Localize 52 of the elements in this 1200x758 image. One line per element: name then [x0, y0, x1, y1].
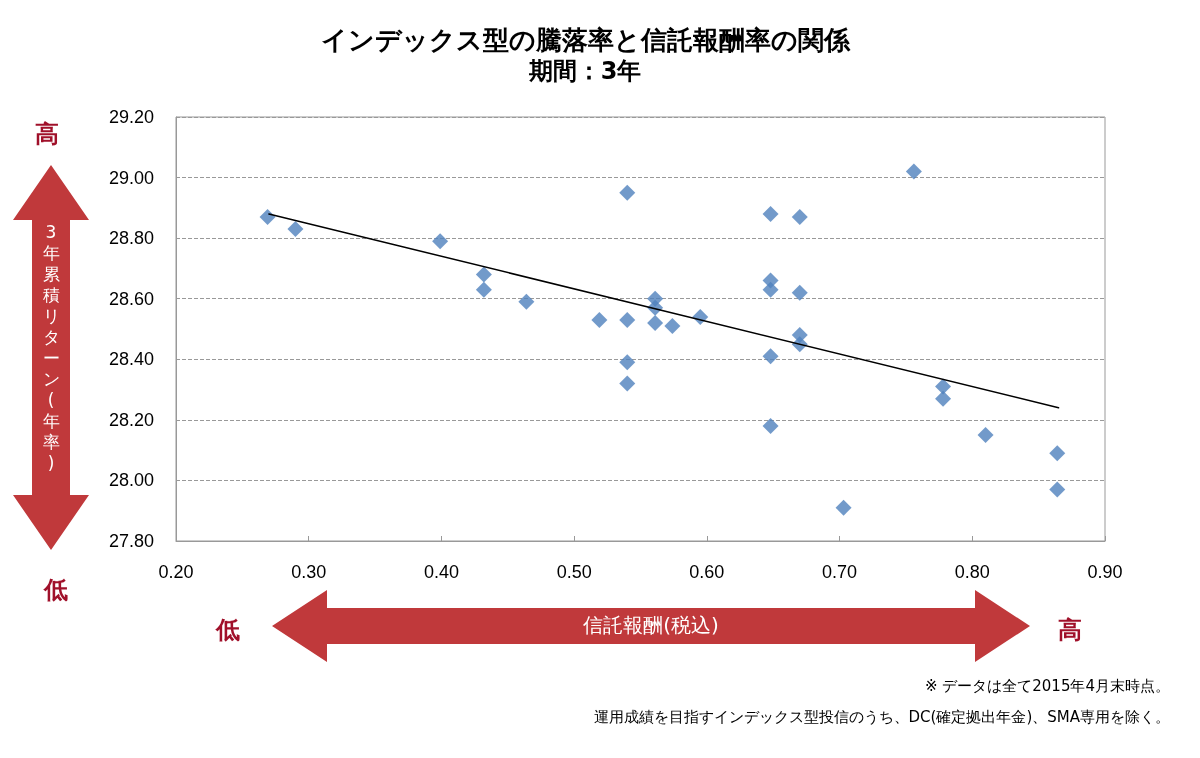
point — [287, 221, 304, 238]
point — [619, 184, 636, 201]
y-tick-label: 28.80 — [108, 228, 154, 249]
point — [1049, 445, 1066, 462]
x-axis-title: 信託報酬(税込) — [583, 612, 719, 639]
point — [619, 354, 636, 371]
y-tick-label: 28.20 — [108, 409, 154, 430]
x-tick-label: 0.60 — [689, 562, 725, 582]
y-tick-label: 29.20 — [108, 107, 154, 127]
text: 低 — [44, 575, 68, 606]
x-tick-label: 0.20 — [158, 562, 194, 582]
point — [475, 266, 492, 283]
text: 高 — [35, 119, 59, 150]
y-tick-label: 27.80 — [108, 531, 154, 551]
point — [619, 311, 636, 328]
y-tick-label: 28.00 — [108, 470, 154, 491]
point — [791, 284, 808, 301]
point — [619, 375, 636, 392]
point — [762, 417, 779, 434]
point — [791, 208, 808, 225]
point — [432, 233, 449, 250]
point — [935, 378, 952, 395]
point — [762, 281, 779, 298]
point — [259, 208, 276, 225]
point — [977, 427, 994, 443]
y-tick-label: 29.00 — [108, 167, 154, 188]
text: 3年累積リターン(年率) — [42, 222, 60, 473]
chart-subtitle: 期間：3年 — [527, 57, 642, 85]
point — [762, 348, 779, 365]
x-tick-label: 0.30 — [291, 562, 327, 582]
point — [664, 317, 681, 334]
x-tick-label: 0.80 — [954, 562, 990, 582]
text: ※ データは全て2015年4月末時点。 — [924, 677, 1170, 696]
point — [475, 281, 492, 298]
point — [835, 499, 852, 516]
chart-title: インデックス型の騰落率と信託報酬率の関係 — [320, 25, 851, 55]
point — [1049, 481, 1066, 498]
point — [935, 390, 952, 407]
y-tick-label: 28.40 — [108, 349, 154, 370]
x-tick-label: 0.70 — [822, 562, 858, 582]
point — [762, 205, 779, 222]
text: 運用成績を目指すインデックス型投信のうち、DC(確定拠出年金)、SMA専用を除く。 — [593, 708, 1170, 727]
point — [518, 293, 535, 310]
text: 高 — [1058, 615, 1082, 646]
text: 低 — [216, 615, 240, 646]
y-tick-label: 28.60 — [108, 288, 154, 309]
point — [905, 163, 922, 180]
x-tick-label: 0.90 — [1087, 562, 1123, 582]
x-tick-label: 0.50 — [556, 562, 592, 582]
point — [591, 311, 608, 328]
point — [647, 314, 664, 331]
x-tick-label: 0.40 — [423, 562, 459, 582]
